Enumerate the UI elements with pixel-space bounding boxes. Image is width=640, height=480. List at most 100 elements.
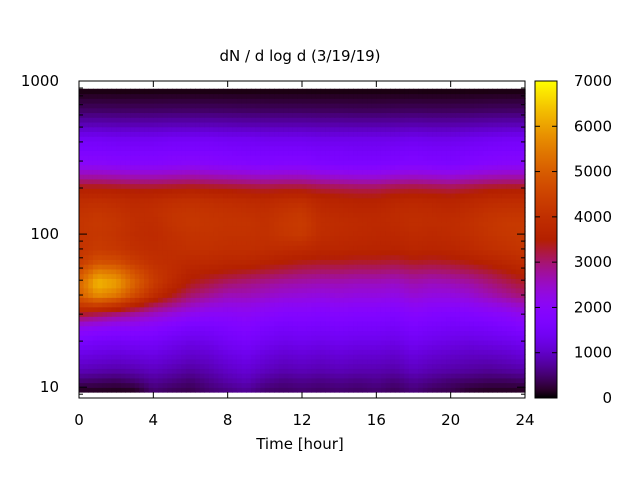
heatmap-cell <box>153 339 159 346</box>
heatmap-cell <box>83 174 89 180</box>
heatmap-cell <box>190 197 196 204</box>
heatmap-cell <box>167 254 173 260</box>
heatmap-cell <box>167 188 173 194</box>
heatmap-cell <box>209 174 215 180</box>
heatmap-cell <box>111 207 117 213</box>
heatmap-cell <box>464 169 470 175</box>
heatmap-cell <box>446 382 452 388</box>
heatmap-cell <box>469 235 475 241</box>
heatmap-cell <box>399 202 405 208</box>
heatmap-cell <box>269 207 275 213</box>
heatmap-cell <box>404 339 410 346</box>
heatmap-cell <box>218 188 224 194</box>
heatmap-cell <box>116 226 122 232</box>
heatmap-cell <box>292 249 298 256</box>
heatmap-cell <box>144 377 150 384</box>
heatmap-cell <box>334 211 340 218</box>
heatmap-cell <box>432 354 438 360</box>
heatmap-cell <box>288 188 294 194</box>
heatmap-cell <box>339 245 345 251</box>
heatmap-cell <box>427 273 433 279</box>
heatmap-cell <box>274 382 280 388</box>
heatmap-cell <box>79 283 85 289</box>
heatmap-cell <box>334 159 340 166</box>
heatmap-cell <box>348 197 354 204</box>
heatmap-cell <box>487 377 494 384</box>
heatmap-cell <box>362 339 368 346</box>
heatmap-cell <box>311 344 317 350</box>
heatmap-cell <box>181 363 187 369</box>
heatmap-cell <box>418 297 424 303</box>
heatmap-cell <box>130 301 136 308</box>
heatmap-cell <box>446 297 452 303</box>
heatmap-cell <box>311 349 317 355</box>
heatmap-cell <box>459 188 466 194</box>
heatmap-cell <box>227 159 233 166</box>
heatmap-cell <box>446 155 452 161</box>
heatmap-cell <box>283 344 289 350</box>
heatmap-cell <box>315 155 322 161</box>
heatmap-cell <box>487 363 494 369</box>
heatmap-cell <box>506 207 512 213</box>
heatmap-cell <box>190 368 196 374</box>
heatmap-cell <box>269 150 275 156</box>
heatmap-cell <box>250 283 257 289</box>
heatmap-cell <box>380 287 387 294</box>
heatmap-cell <box>144 164 150 170</box>
heatmap-cell <box>102 344 108 350</box>
heatmap-cell <box>413 207 419 213</box>
heatmap-cell <box>246 164 252 170</box>
heatmap-cell <box>478 273 484 279</box>
heatmap-cell <box>404 373 410 379</box>
heatmap-cell <box>441 264 447 270</box>
heatmap-cell <box>92 354 99 360</box>
heatmap-cell <box>278 207 285 213</box>
heatmap-cell <box>130 207 136 213</box>
heatmap-cell <box>153 211 159 218</box>
heatmap-cell <box>408 377 415 384</box>
heatmap-cell <box>353 159 359 166</box>
heatmap-cell <box>469 330 475 336</box>
heatmap-cell <box>269 349 275 355</box>
heatmap-cell <box>144 301 150 308</box>
heatmap-cell <box>260 207 266 213</box>
heatmap-cell <box>260 377 266 384</box>
heatmap-cell <box>473 382 480 388</box>
heatmap-cell <box>250 382 257 388</box>
heatmap-cell <box>236 301 243 308</box>
heatmap-cell <box>473 287 480 294</box>
heatmap-cell <box>408 216 415 223</box>
heatmap-cell <box>464 297 470 303</box>
heatmap-cell <box>311 240 317 246</box>
heatmap-cell <box>404 159 410 166</box>
heatmap-cell <box>148 358 154 365</box>
heatmap-cell <box>515 245 521 251</box>
heatmap-cell <box>432 297 438 303</box>
heatmap-cell <box>464 283 470 289</box>
heatmap-cell <box>218 283 224 289</box>
heatmap-cell <box>339 178 345 185</box>
heatmap-cell <box>450 311 456 317</box>
heatmap-cell <box>302 197 308 204</box>
heatmap-cell <box>348 377 354 384</box>
heatmap-cell <box>102 145 108 151</box>
heatmap-cell <box>250 197 257 204</box>
heatmap-cell <box>297 335 303 341</box>
heatmap-cell <box>260 358 266 365</box>
heatmap-cell <box>236 264 243 270</box>
heatmap-cell <box>404 301 410 308</box>
heatmap-cell <box>408 145 415 151</box>
heatmap-cell <box>497 216 503 223</box>
heatmap-cell <box>250 254 257 260</box>
heatmap-cell <box>176 316 182 322</box>
heatmap-cell <box>213 169 219 175</box>
heatmap-cell <box>236 349 243 355</box>
heatmap-cell <box>162 259 168 265</box>
heatmap-cell <box>111 287 117 294</box>
heatmap-cell <box>218 245 224 251</box>
heatmap-cell <box>218 174 224 180</box>
heatmap-cell <box>394 230 401 237</box>
heatmap-cell <box>450 339 456 346</box>
heatmap-cell <box>190 377 196 384</box>
heatmap-cell <box>153 155 159 161</box>
